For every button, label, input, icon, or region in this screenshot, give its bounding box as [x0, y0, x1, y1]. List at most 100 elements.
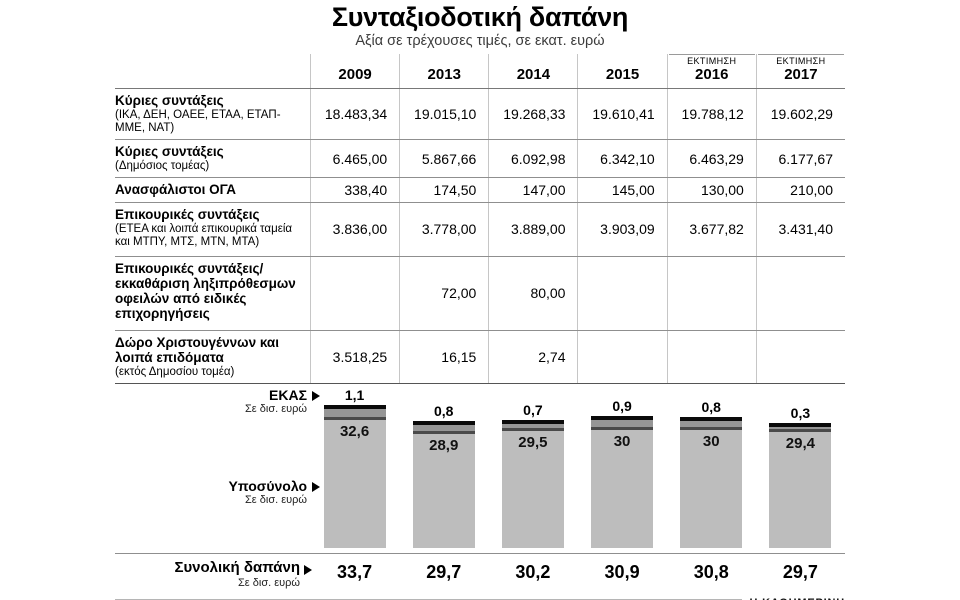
column-header-2015: 2015: [577, 54, 666, 88]
column-header-2014: 2014: [488, 54, 577, 88]
table-cell: [666, 256, 756, 330]
subtotal-bar-segment: 29,5: [501, 428, 564, 549]
subtotal-series-name: Υποσύνολο: [228, 478, 307, 495]
page-title: Συνταξιοδοτική δαπάνη: [331, 2, 629, 32]
ekas-bar-value: 0,9: [612, 398, 632, 415]
ekas-bar-segment: [501, 419, 564, 429]
table-corner-cell: [115, 54, 310, 88]
table-cell: 19.788,12: [666, 88, 756, 140]
table-header-row: 2009 2013 2014 2015 ΕΚΤΙΜΗΣΗ 2016 ΕΚΤΙΜΗΣΗ 2017: [115, 54, 845, 89]
row-label-cell: Κύριες συντάξεις (ΙΚΑ, ΔΕΗ, ΟΑΕΕ, ΕΤΑΑ, Ε…: [115, 89, 310, 139]
column-header-2017: ΕΚΤΙΜΗΣΗ 2017: [755, 54, 845, 88]
row-label: Κύριες συντάξεις: [115, 144, 224, 160]
brand-kathimerini: Η ΚΑΘΗΜΕΡΙΝΗ: [750, 597, 845, 600]
table-cell: 174,50: [399, 178, 488, 202]
table-cell: [755, 256, 845, 330]
total-value: 30,9: [604, 562, 640, 583]
year-label: 2014: [516, 66, 551, 84]
table-row: Επικουρικές συντάξεις/ εκκαθάριση ληξιπρ…: [115, 256, 845, 331]
table-row: Ανασφάλιστοι ΟΓΑ 338,40 174,50 147,00 145,00…: [115, 178, 845, 203]
table-cell: 3.778,00: [399, 202, 488, 256]
table-cell: 72,00: [399, 256, 488, 330]
bar-column-2014: 0,7 29,5: [488, 384, 577, 553]
page-subtitle: Αξία σε τρέχουσες τιμές, σε εκατ. ευρώ: [355, 33, 605, 50]
ekas-bar-value: 0,8: [701, 398, 721, 415]
chart: ΕΚΑΣ Σε δισ. ευρώ Υποσύνολο Σε δισ. ευρώ…: [115, 384, 845, 555]
bottom-bar: Η ΚΑΘΗΜΕΡΙΝΗ: [115, 597, 845, 600]
row-label-cell: Επικουρικές συντάξεις/ εκκαθάριση ληξιπρ…: [115, 257, 310, 330]
row-sublabel: (εκτός Δημοσίου τομέα): [115, 366, 235, 379]
row-sublabel: (Δημόσιος τομέας): [115, 160, 210, 173]
table-cell: 6.342,10: [577, 140, 666, 178]
column-header-2016: ΕΚΤΙΜΗΣΗ 2016: [666, 54, 756, 88]
table-cell: 6.463,29: [666, 140, 756, 178]
total-value: 33,7: [337, 562, 373, 583]
table-cell: [666, 330, 756, 384]
table-cell: 6.177,67: [755, 140, 845, 178]
table-cell: 338,40: [310, 178, 399, 202]
table-cell: 19.268,33: [488, 88, 577, 140]
ekas-bar-segment: [680, 416, 743, 427]
column-header-2013: 2013: [399, 54, 488, 88]
ekas-bar-value: 0,8: [434, 403, 454, 420]
bar-column-2013: 0,8 28,9: [399, 384, 488, 553]
subtotal-bar-segment: 28,9: [412, 430, 475, 549]
row-sublabel: (ΕΤΕΑ και λοιπά επικουρικά ταμεία και ΜΤ…: [115, 222, 293, 248]
estimate-label: ΕΚΤΙΜΗΣΗ: [757, 54, 844, 66]
table-cell: 130,00: [666, 178, 756, 202]
table-cell: 3.518,25: [310, 330, 399, 384]
data-table: 2009 2013 2014 2015 ΕΚΤΙΜΗΣΗ 2016 ΕΚΤΙΜΗΣΗ 2017…: [115, 54, 845, 385]
table-body: Κύριες συντάξεις (ΙΚΑ, ΔΕΗ, ΟΑΕΕ, ΕΤΑΑ, Ε…: [115, 88, 845, 385]
table-cell: 2,74: [488, 330, 577, 384]
row-label: Επικουρικές συντάξεις: [115, 206, 260, 222]
table-cell: 3.836,00: [310, 202, 399, 256]
bar-column-2009: 1,1 32,6: [310, 384, 399, 553]
table-cell: 147,00: [488, 178, 577, 202]
table-row: Κύριες συντάξεις (Δημόσιος τομέας) 6.465,0…: [115, 140, 845, 179]
row-label: Επικουρικές συντάξεις/ εκκαθάριση ληξιπρ…: [115, 260, 296, 322]
ekas-bar-segment: [769, 422, 832, 429]
row-label: Κύριες συντάξεις: [115, 92, 224, 108]
subtotal-series-label: Υποσύνολο Σε δισ. ευρώ: [228, 478, 320, 506]
table-cell: 3.677,82: [666, 202, 756, 256]
subtotal-bar-segment: 30: [680, 426, 743, 549]
table-row: Κύριες συντάξεις (ΙΚΑ, ΔΕΗ, ΟΑΕΕ, ΕΤΑΑ, Ε…: [115, 88, 845, 141]
table-cell: 6.092,98: [488, 140, 577, 178]
totals-row: Συνολική δαπάνη Σε δισ. ευρώ 33,7 29,7 30,…: [115, 554, 845, 594]
ekas-bar-value: 0,7: [523, 401, 543, 418]
pointer-arrow-icon: [312, 482, 320, 493]
table-cell: 19.015,10: [399, 88, 488, 140]
year-label: 2013: [427, 66, 461, 84]
row-label-cell: Επικουρικές συντάξεις (ΕΤΕΑ και λοιπά επι…: [115, 203, 310, 256]
row-label: Ανασφάλιστοι ΟΓΑ: [115, 182, 237, 198]
table-cell: 145,00: [577, 178, 666, 202]
ekas-bar-value: 1,1: [344, 386, 365, 403]
row-label-cell: Ανασφάλιστοι ΟΓΑ: [115, 178, 310, 201]
totals-unit: Σε δισ. ευρώ: [238, 576, 300, 589]
year-label: 2009: [338, 66, 372, 84]
column-header-2009: 2009: [310, 54, 399, 88]
year-label: 2016: [695, 66, 729, 84]
ekas-bar-segment: [412, 421, 475, 431]
table-cell: 3.903,09: [577, 202, 666, 256]
table-cell: 80,00: [488, 256, 577, 330]
pointer-arrow-icon: [304, 565, 312, 576]
row-label-cell: Κύριες συντάξεις (Δημόσιος τομέας): [115, 140, 310, 177]
table-cell: 6.465,00: [310, 140, 399, 178]
bar-column-2015: 0,9 30: [577, 384, 666, 553]
totals-label: Συνολική δαπάνη Σε δισ. ευρώ: [115, 558, 312, 589]
subtotal-bar-segment: 32,6: [323, 416, 386, 549]
table-cell: 19.602,29: [755, 88, 845, 140]
table-cell: 3.431,40: [755, 202, 845, 256]
pointer-arrow-icon: [312, 391, 320, 402]
ekas-series-name: ΕΚΑΣ: [269, 387, 307, 404]
table-cell: [310, 256, 399, 330]
table-cell: 16,15: [399, 330, 488, 384]
totals-name: Συνολική δαπάνη: [174, 559, 300, 577]
table-row: Επικουρικές συντάξεις (ΕΤΕΑ και λοιπά επι…: [115, 202, 845, 257]
total-value: 30,2: [515, 562, 551, 583]
chart-label-column: ΕΚΑΣ Σε δισ. ευρώ Υποσύνολο Σε δισ. ευρώ: [115, 384, 320, 553]
ekas-bar-segment: [591, 416, 654, 427]
total-value: 29,7: [426, 562, 462, 583]
